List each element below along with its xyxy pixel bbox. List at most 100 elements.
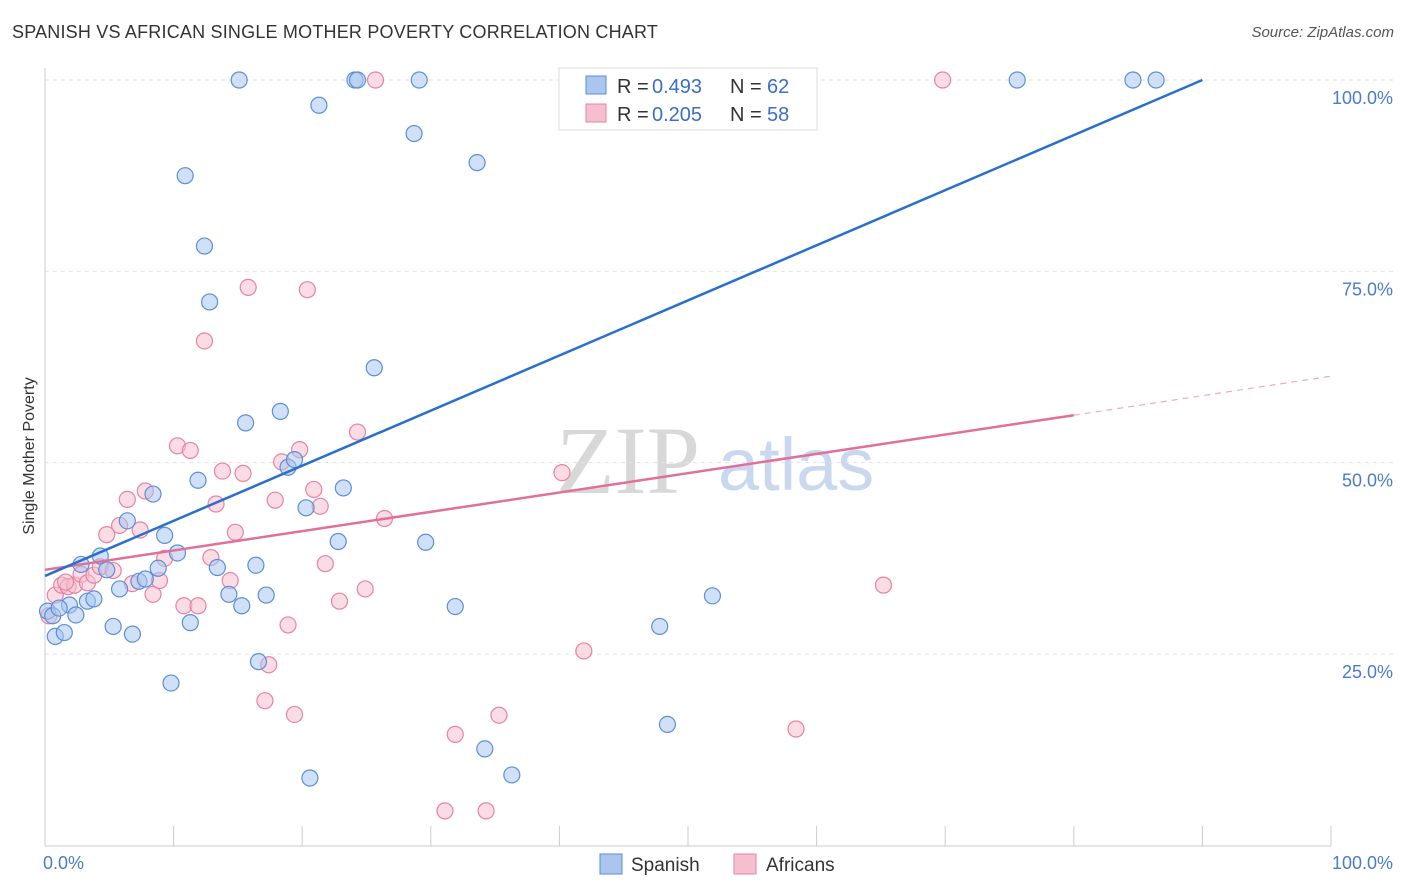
africans-point-23 — [195, 332, 214, 350]
series-legend-swatch-africans — [733, 853, 757, 875]
spanish-point-16 — [144, 485, 162, 503]
africans-point-30 — [239, 278, 257, 297]
spanish-point-12 — [118, 512, 136, 530]
africans-point-53 — [874, 576, 893, 594]
spanish-point-9 — [98, 561, 116, 579]
spanish-point-38 — [310, 96, 328, 114]
africans-point-40 — [311, 497, 329, 515]
spanish-point-32 — [257, 586, 275, 604]
africans-point-56 — [934, 71, 952, 89]
spanish-point-58 — [1124, 71, 1142, 89]
spanish-point-55 — [703, 587, 722, 605]
spanish-point-43 — [365, 359, 383, 377]
y-tick-labels: 25.0% 50.0% 75.0% 100.0% — [1332, 88, 1393, 682]
x-tick-label-max: 100.0% — [1332, 853, 1393, 873]
spanish-point-39 — [329, 532, 347, 551]
africans-point-35 — [279, 616, 297, 634]
africans-point-48 — [477, 802, 495, 820]
spanish-point-27 — [220, 585, 238, 603]
spanish-trend-line — [44, 78, 1203, 578]
africans-point-39 — [305, 480, 323, 499]
spanish-point-49 — [503, 766, 521, 784]
africans-point-49 — [490, 706, 508, 724]
y-tick-label-2: 75.0% — [1342, 279, 1393, 299]
series-legend: Spanish Africans — [599, 853, 835, 876]
spanish-point-13 — [123, 625, 142, 643]
africans-point-31 — [256, 692, 274, 710]
spanish-point-44 — [405, 124, 423, 143]
africans-point-26 — [213, 462, 232, 480]
x-tick-label-min: 0.0% — [43, 853, 84, 873]
series-legend-swatch-spanish — [599, 853, 623, 875]
spanish-point-57 — [1008, 71, 1026, 89]
legend-n-value-spanish: 62 — [767, 76, 789, 98]
spanish-point-33 — [271, 402, 289, 420]
spanish-point-22 — [181, 614, 199, 632]
spanish-point-11 — [110, 580, 129, 598]
y-axis-label: Single Mother Poverty — [21, 377, 38, 534]
spanish-point-48 — [476, 740, 494, 758]
x-tick-labels: 0.0% 100.0% — [43, 853, 1393, 873]
spanish-point-18 — [155, 526, 174, 544]
spanish-point-51 — [230, 71, 248, 89]
spanish-point-4 — [67, 606, 85, 624]
spanish-point-31 — [249, 653, 268, 671]
africans-point-41 — [316, 555, 334, 573]
spanish-point-25 — [201, 293, 219, 311]
legend-swatch-africans — [585, 103, 607, 123]
spanish-point-40 — [334, 479, 352, 497]
spanish-point-28 — [233, 597, 251, 615]
spanish-point-20 — [168, 544, 187, 562]
africans-trend-extension — [1073, 375, 1332, 416]
africans-point-21 — [189, 597, 207, 615]
spanish-point-26 — [208, 558, 226, 577]
africans-point-43 — [348, 423, 367, 441]
legend-r-label-africans: R = — [617, 104, 649, 126]
axes — [44, 68, 1332, 847]
spanish-point-53 — [651, 617, 669, 636]
spanish-point-10 — [104, 617, 122, 636]
africans-point-29 — [234, 464, 252, 482]
spanish-point-42 — [348, 71, 367, 89]
africans-point-33 — [266, 491, 284, 509]
africans-point-16 — [144, 585, 162, 603]
africans-point-47 — [446, 725, 464, 743]
spanish-point-46 — [446, 597, 464, 616]
spanish-point-29 — [237, 414, 255, 432]
spanish-point-21 — [176, 167, 194, 185]
chart-title: SPANISH VS AFRICAN SINGLE MOTHER POVERTY… — [12, 22, 659, 42]
africans-point-28 — [226, 523, 244, 541]
spanish-point-37 — [301, 769, 319, 787]
spanish-point-15 — [136, 570, 154, 588]
spanish-point-54 — [658, 715, 677, 734]
spanish-point-36 — [297, 499, 315, 517]
legend-n-value-africans: 58 — [767, 104, 789, 126]
africans-point-12 — [118, 490, 136, 509]
spanish-point-23 — [189, 471, 207, 489]
y-tick-label-0: 25.0% — [1342, 662, 1393, 682]
africans-point-54 — [366, 71, 385, 89]
spanish-point-47 — [468, 154, 486, 172]
legend-r-label-spanish: R = — [617, 76, 649, 98]
spanish-point-24 — [195, 237, 214, 255]
legend-n-label-africans: N = — [730, 104, 762, 126]
legend-swatch-spanish — [585, 75, 607, 95]
legend-n-label-spanish: N = — [730, 76, 762, 98]
grid-lines — [45, 79, 1393, 655]
spanish-point-50 — [410, 71, 428, 89]
spanish-point-61 — [50, 599, 68, 617]
y-tick-label-1: 50.0% — [1342, 471, 1393, 491]
legend-r-value-africans: 0.205 — [652, 104, 702, 126]
watermark-zip: ZIP — [556, 407, 700, 514]
spanish-point-17 — [149, 559, 167, 577]
africans-point-22 — [181, 441, 199, 460]
africans-point-36 — [285, 705, 304, 724]
watermark: ZIP atlas — [556, 407, 874, 514]
africans-point-38 — [298, 281, 316, 299]
africans-point-9 — [98, 526, 116, 544]
africans-point-57 — [56, 573, 75, 591]
africans-point-51 — [575, 642, 593, 660]
spanish-point-59 — [1147, 71, 1165, 89]
correlation-legend: R = 0.493 N = 62 R = 0.205 N = 58 — [558, 67, 818, 131]
